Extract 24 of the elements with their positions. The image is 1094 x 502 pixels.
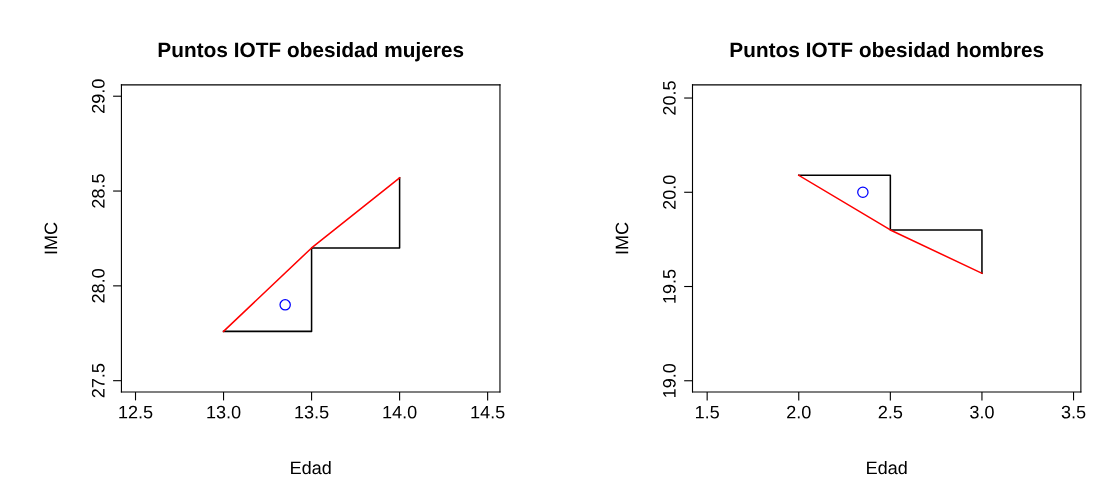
y-tick-label: 20.0: [662, 175, 676, 209]
chart-title: Puntos IOTF obesidad mujeres: [158, 41, 464, 62]
x-tick-label: 13.5: [295, 405, 329, 419]
x-tick-label: 3.0: [970, 405, 994, 419]
x-axis-title: Edad: [867, 460, 907, 475]
x-tick-label: 2.5: [878, 405, 903, 419]
y-axis-title: IMC: [44, 222, 58, 254]
x-tick-label: 14.0: [383, 405, 417, 419]
y-tick-label: 28.5: [91, 174, 105, 208]
y-tick-label: 20.5: [662, 81, 676, 115]
x-tick-label: 14.5: [471, 405, 505, 419]
x-tick-label: 12.5: [119, 405, 153, 419]
x-tick-label: 2.0: [787, 405, 811, 419]
y-tick-label: 28.0: [91, 269, 105, 303]
x-tick-label: 13.0: [207, 405, 241, 419]
y-tick-label: 27.5: [91, 363, 105, 398]
y-tick-label: 29.0: [91, 79, 105, 113]
chart-title: Puntos IOTF obesidad hombres: [730, 41, 1044, 58]
x-tick-label: 1.5: [695, 405, 719, 419]
y-tick-label: 19.0: [662, 363, 676, 397]
x-axis-title: Edad: [291, 460, 331, 475]
y-axis-title: IMC: [615, 222, 629, 254]
x-tick-label: 3.5: [1061, 405, 1086, 419]
y-tick-label: 19.5: [662, 269, 676, 303]
